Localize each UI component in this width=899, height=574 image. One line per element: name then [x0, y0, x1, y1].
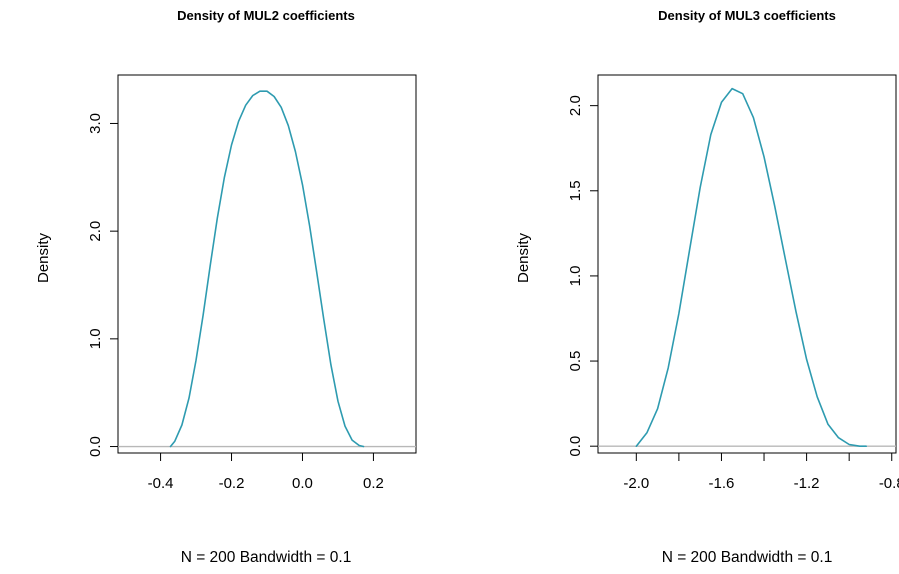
x-axis-label: N = 200 Bandwidth = 0.1: [662, 549, 833, 566]
chart-title: Density of MUL2 coefficients: [177, 8, 355, 23]
x-tick-label: 0.0: [292, 475, 313, 492]
plot-frame: [117, 74, 417, 454]
mul2-density-panel: Density of MUL2 coefficients Density N =…: [35, 8, 417, 566]
x-tick-label: -0.4: [148, 475, 174, 492]
density-curve: [635, 87, 868, 448]
x-tick-label: -0.2: [219, 475, 245, 492]
mul3-density-panel: Density of MUL3 coefficients Density N =…: [515, 8, 899, 566]
density-curve: [169, 90, 365, 448]
x-tick-label: -1.6: [709, 475, 735, 492]
y-axis-label: Density: [35, 232, 52, 283]
tick-group: -2.0 -1.6 -1.2 -0.8 0.0 0.5 1.0 1.5 2.0: [567, 95, 899, 492]
chart-title: Density of MUL3 coefficients: [658, 8, 836, 23]
x-axis-label: N = 200 Bandwidth = 0.1: [181, 549, 352, 566]
y-tick-label: 0.0: [567, 436, 584, 457]
y-tick-label: 1.0: [567, 265, 584, 286]
y-axis-label: Density: [515, 232, 532, 283]
x-tick-label: -0.8: [879, 475, 899, 492]
y-tick-label: 1.5: [567, 180, 584, 201]
y-tick-label: 3.0: [87, 113, 104, 134]
x-tick-label: -1.2: [794, 475, 820, 492]
plot-frame: [597, 74, 897, 454]
y-tick-label: 0.5: [567, 351, 584, 372]
y-tick-label: 2.0: [87, 221, 104, 242]
x-tick-label: -2.0: [623, 475, 649, 492]
x-tick-label: 0.2: [363, 475, 384, 492]
y-tick-label: 2.0: [567, 95, 584, 116]
y-tick-label: 1.0: [87, 328, 104, 349]
y-tick-label: 0.0: [87, 436, 104, 457]
tick-group: -0.4 -0.2 0.0 0.2 0.0 1.0 2.0 3.0: [87, 113, 384, 492]
